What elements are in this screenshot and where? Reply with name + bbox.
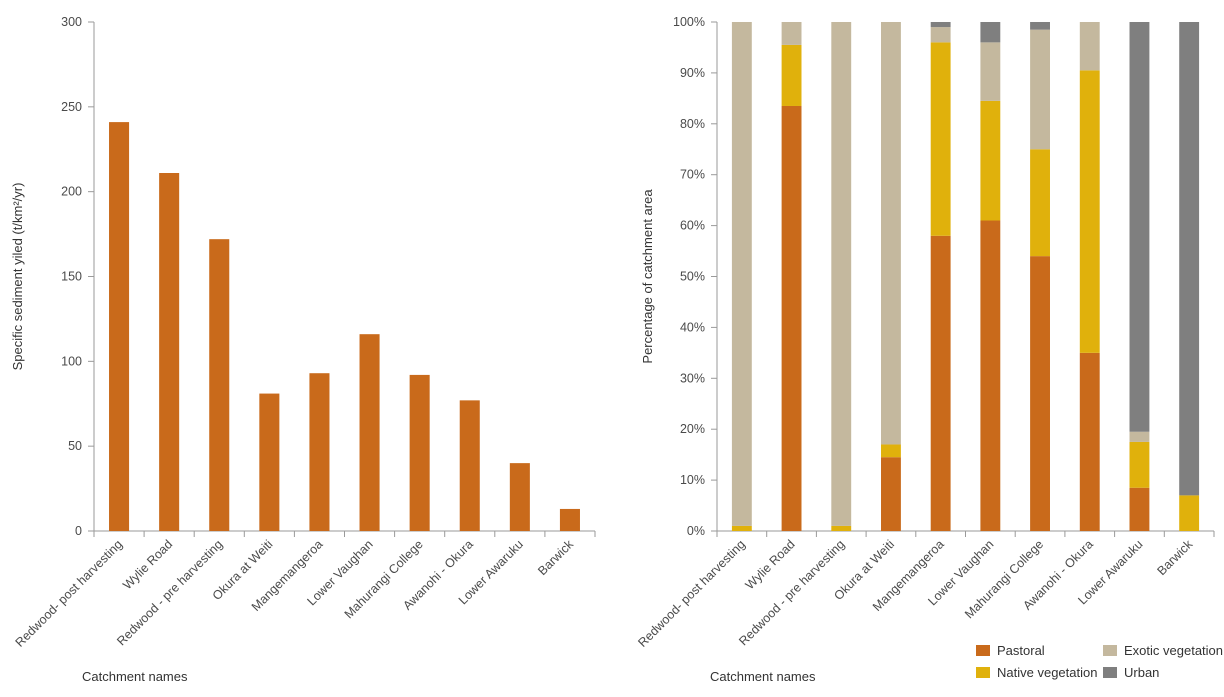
bar bbox=[509, 463, 530, 531]
legend-swatch-native-vegetation bbox=[976, 667, 990, 678]
y-tick-label: 150 bbox=[61, 270, 82, 284]
bar-segment-urban bbox=[1179, 22, 1200, 496]
legend-swatch-urban bbox=[1103, 667, 1117, 678]
bar-segment-pastoral bbox=[1030, 256, 1050, 531]
y-tick-label: 10% bbox=[680, 473, 705, 487]
y-tick-label: 90% bbox=[680, 66, 705, 80]
bar-segment-native-vegetation bbox=[980, 100, 1001, 221]
y-tick-label: 80% bbox=[680, 117, 705, 131]
bar-segment-pastoral bbox=[1079, 352, 1100, 531]
bar-segment-pastoral bbox=[930, 235, 951, 531]
bar-segment-pastoral bbox=[881, 457, 901, 531]
y-tick-label: 30% bbox=[680, 371, 705, 385]
y-axis-title: Percentage of catchment area bbox=[640, 189, 655, 364]
legend-label-exotic-vegetation: Exotic vegetation bbox=[1124, 643, 1223, 658]
y-tick-label: 20% bbox=[680, 422, 705, 436]
bar bbox=[309, 373, 330, 531]
bar-segment-native-vegetation bbox=[930, 42, 951, 236]
bar-segment-exotic-vegetation bbox=[881, 22, 901, 445]
y-tick-label: 100 bbox=[61, 354, 82, 368]
legend-label-native-vegetation: Native vegetation bbox=[997, 665, 1097, 680]
y-tick-label: 60% bbox=[680, 219, 705, 233]
bar-segment-native-vegetation bbox=[781, 44, 802, 106]
bar-segment-native-vegetation bbox=[1030, 149, 1050, 257]
bar-segment-native-vegetation bbox=[731, 525, 752, 531]
y-axis-title: Specific sediment yiled (t/km²/yr) bbox=[10, 183, 25, 371]
bar-segment-exotic-vegetation bbox=[831, 22, 852, 526]
bar-segment-exotic-vegetation bbox=[1129, 431, 1150, 442]
y-tick-label: 0% bbox=[687, 524, 705, 538]
bar-segment-native-vegetation bbox=[1129, 441, 1150, 488]
legend-label-urban: Urban bbox=[1124, 665, 1159, 680]
bar-segment-pastoral bbox=[781, 105, 802, 532]
bar-segment-exotic-vegetation bbox=[930, 27, 951, 43]
y-tick-label: 200 bbox=[61, 185, 82, 199]
y-tick-label: 250 bbox=[61, 100, 82, 114]
bar-segment-exotic-vegetation bbox=[1079, 22, 1100, 71]
bar-segment-native-vegetation bbox=[1179, 495, 1200, 531]
y-tick-label: 40% bbox=[680, 320, 705, 334]
y-tick-label: 100% bbox=[673, 15, 705, 29]
x-axis-title: Catchment names bbox=[710, 669, 816, 684]
bar bbox=[159, 173, 180, 531]
legend-label-pastoral: Pastoral bbox=[997, 643, 1045, 658]
bar bbox=[359, 334, 380, 531]
y-tick-label: 50% bbox=[680, 270, 705, 284]
y-tick-label: 300 bbox=[61, 15, 82, 29]
bar bbox=[459, 400, 480, 531]
sediment-yield-chart: 0 50 100 150 200 250 300 Redwood- post harvesti… bbox=[10, 15, 596, 684]
y-tick-label: 70% bbox=[680, 168, 705, 182]
bar bbox=[409, 374, 430, 531]
catchment-area-chart: 0% 10% 20% 30% 40% 50% 60% 70% 80% 90% 100% Redwood… bbox=[635, 15, 1223, 684]
bar-segment-exotic-vegetation bbox=[781, 22, 802, 45]
x-category-label: Wylie Road bbox=[120, 537, 175, 592]
legend-swatch-pastoral bbox=[976, 645, 990, 656]
bar-segment-urban bbox=[980, 22, 1001, 43]
x-category-label: Barwick bbox=[1154, 537, 1195, 578]
x-category-label: Redwood- post harvesting bbox=[13, 537, 126, 650]
bar-segment-urban bbox=[930, 22, 951, 28]
bar bbox=[109, 122, 130, 531]
bar bbox=[559, 508, 580, 531]
y-tick-label: 0 bbox=[75, 524, 82, 538]
bar-segment-native-vegetation bbox=[1079, 70, 1100, 353]
bar-segment-pastoral bbox=[1129, 487, 1150, 531]
x-category-label: Redwood- post harvesting bbox=[635, 537, 748, 650]
bar bbox=[209, 239, 230, 531]
y-tick-label: 50 bbox=[68, 439, 82, 453]
bar-segment-native-vegetation bbox=[831, 525, 852, 531]
bar-segment-native-vegetation bbox=[881, 444, 901, 458]
bar-segment-exotic-vegetation bbox=[731, 22, 752, 526]
x-category-label: Barwick bbox=[535, 537, 576, 578]
bar-segment-urban bbox=[1030, 22, 1050, 30]
bar-segment-exotic-vegetation bbox=[980, 42, 1001, 101]
bar bbox=[259, 393, 280, 531]
legend-swatch-exotic-vegetation bbox=[1103, 645, 1117, 656]
bar-segment-urban bbox=[1129, 22, 1150, 432]
bar-segment-exotic-vegetation bbox=[1030, 29, 1050, 150]
x-axis-title: Catchment names bbox=[82, 669, 188, 684]
bar-segment-pastoral bbox=[980, 220, 1001, 531]
